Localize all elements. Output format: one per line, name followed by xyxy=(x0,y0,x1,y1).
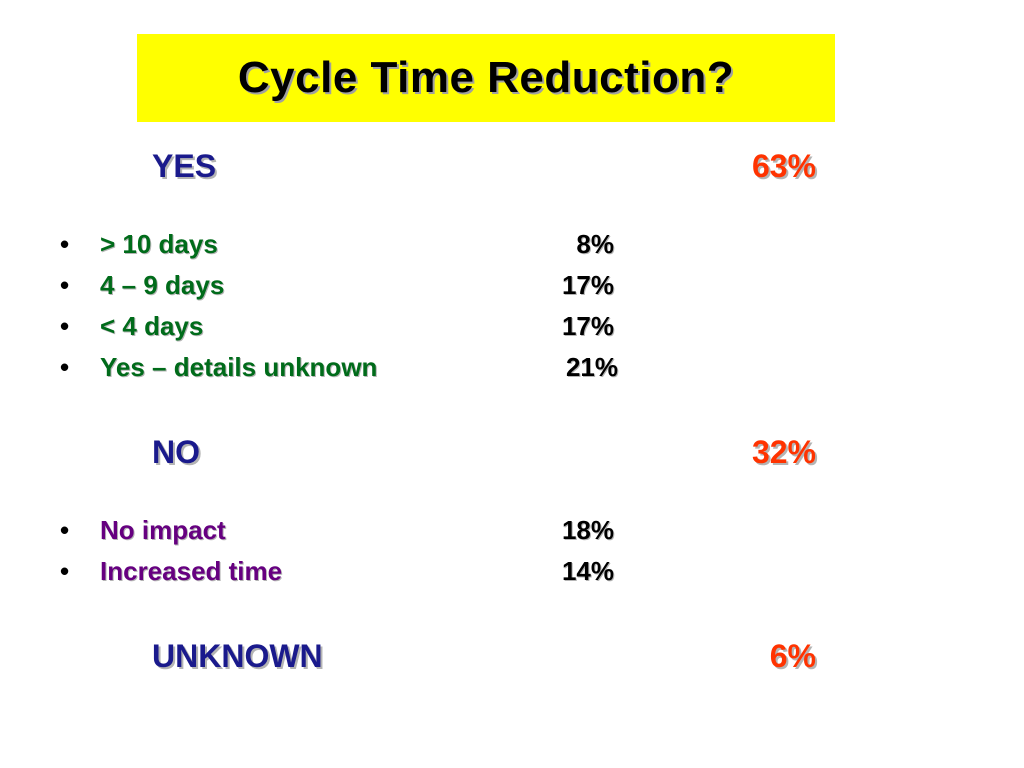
bullet-icon: • xyxy=(60,311,70,341)
bullet-icon: • xyxy=(60,352,70,382)
slide-title: Cycle Time Reduction? xyxy=(237,53,735,102)
list-item: • 4 – 9 days 17% xyxy=(0,270,1024,310)
list-item: • Yes – details unknown 21% xyxy=(0,352,1024,392)
item-value: 8% xyxy=(576,229,614,259)
item-value: 17% xyxy=(561,270,614,300)
section-unknown: UNKNOWN 6% xyxy=(0,638,1024,682)
section-yes-value: 63% xyxy=(751,148,816,184)
section-no-value: 32% xyxy=(751,434,816,470)
bullet-icon: • xyxy=(60,556,70,586)
section-no: NO 32% xyxy=(0,434,1024,478)
list-item: • > 10 days 8% xyxy=(0,229,1024,269)
item-value: 21% xyxy=(565,352,618,382)
item-label: 4 – 9 days xyxy=(100,270,225,300)
section-unknown-label: UNKNOWN xyxy=(152,638,323,674)
list-item: • < 4 days 17% xyxy=(0,311,1024,351)
bullet-icon: • xyxy=(60,270,70,300)
list-item: • Increased time 14% xyxy=(0,556,1024,596)
section-unknown-value: 6% xyxy=(769,638,816,674)
item-value: 14% xyxy=(561,556,614,586)
item-value: 18% xyxy=(561,515,614,545)
item-label: < 4 days xyxy=(100,311,204,341)
item-label: Increased time xyxy=(100,556,283,586)
section-yes-label: YES xyxy=(152,148,217,184)
bullet-icon: • xyxy=(60,229,70,259)
section-no-label: NO xyxy=(152,434,200,470)
item-label: > 10 days xyxy=(100,229,218,259)
list-item: • No impact 18% xyxy=(0,515,1024,555)
title-banner: Cycle Time Reduction? xyxy=(137,34,835,122)
item-value: 17% xyxy=(561,311,614,341)
item-label: Yes – details unknown xyxy=(100,352,378,382)
section-yes: YES 63% xyxy=(0,148,1024,192)
item-label: No impact xyxy=(100,515,226,545)
bullet-icon: • xyxy=(60,515,70,545)
